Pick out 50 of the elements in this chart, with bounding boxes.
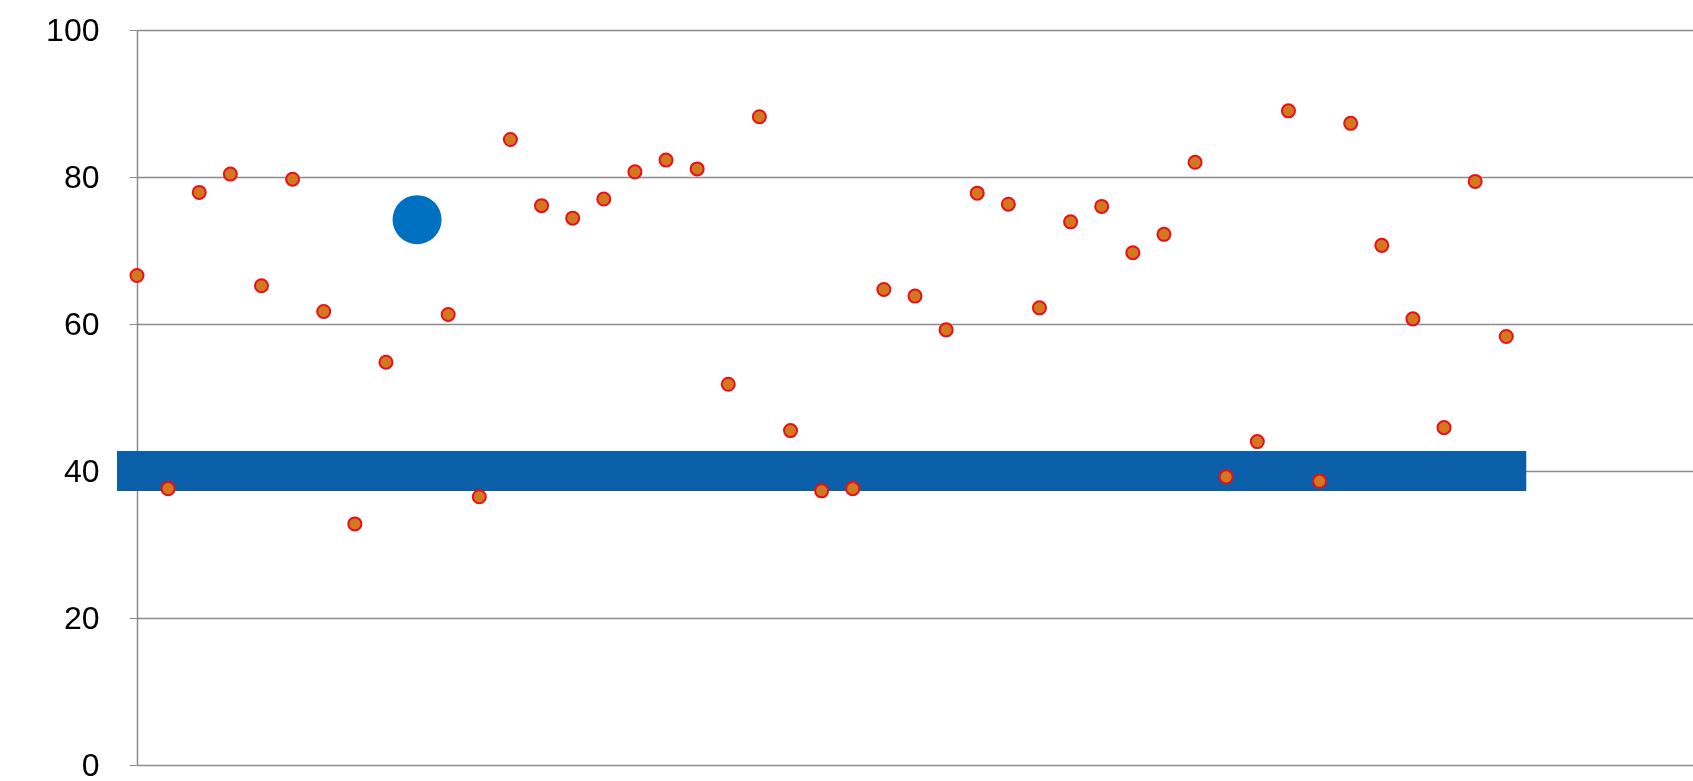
point xyxy=(316,304,332,320)
point xyxy=(969,185,985,201)
y-tick-label: 60 xyxy=(63,305,100,342)
y-tick-label: 20 xyxy=(63,599,100,636)
point xyxy=(1000,196,1016,212)
point xyxy=(783,423,799,439)
point xyxy=(129,267,145,283)
point xyxy=(1467,173,1483,189)
point xyxy=(378,354,394,370)
point xyxy=(285,171,301,187)
point xyxy=(1436,420,1452,436)
y-tick-label: 0 xyxy=(81,746,100,781)
point xyxy=(1249,434,1265,450)
point xyxy=(751,109,767,125)
point xyxy=(1343,115,1359,131)
point xyxy=(689,161,705,177)
point xyxy=(471,489,487,505)
point xyxy=(191,184,207,200)
point xyxy=(814,483,830,499)
point xyxy=(1498,328,1514,344)
point xyxy=(876,281,892,297)
point xyxy=(1187,154,1203,170)
point xyxy=(720,376,736,392)
y-tick-label: 40 xyxy=(63,452,100,489)
point xyxy=(222,166,238,182)
point xyxy=(1063,214,1079,230)
point xyxy=(253,278,269,294)
point xyxy=(596,191,612,207)
point xyxy=(440,306,456,322)
point xyxy=(1031,300,1047,316)
point xyxy=(1312,473,1328,489)
point xyxy=(1125,245,1141,261)
point xyxy=(1374,237,1390,253)
point xyxy=(907,288,923,304)
point xyxy=(160,481,176,497)
point xyxy=(845,481,861,497)
y-tick-label: 100 xyxy=(46,11,100,48)
point xyxy=(1218,469,1234,485)
point xyxy=(534,198,550,214)
point xyxy=(565,210,581,226)
point xyxy=(627,164,643,180)
point xyxy=(1094,198,1110,214)
y-tick-label: 80 xyxy=(63,158,100,195)
point xyxy=(1156,226,1172,242)
point xyxy=(347,516,363,532)
point xyxy=(1280,103,1296,119)
point xyxy=(1405,311,1421,327)
point xyxy=(658,152,674,168)
point xyxy=(938,322,954,338)
point xyxy=(502,132,518,148)
